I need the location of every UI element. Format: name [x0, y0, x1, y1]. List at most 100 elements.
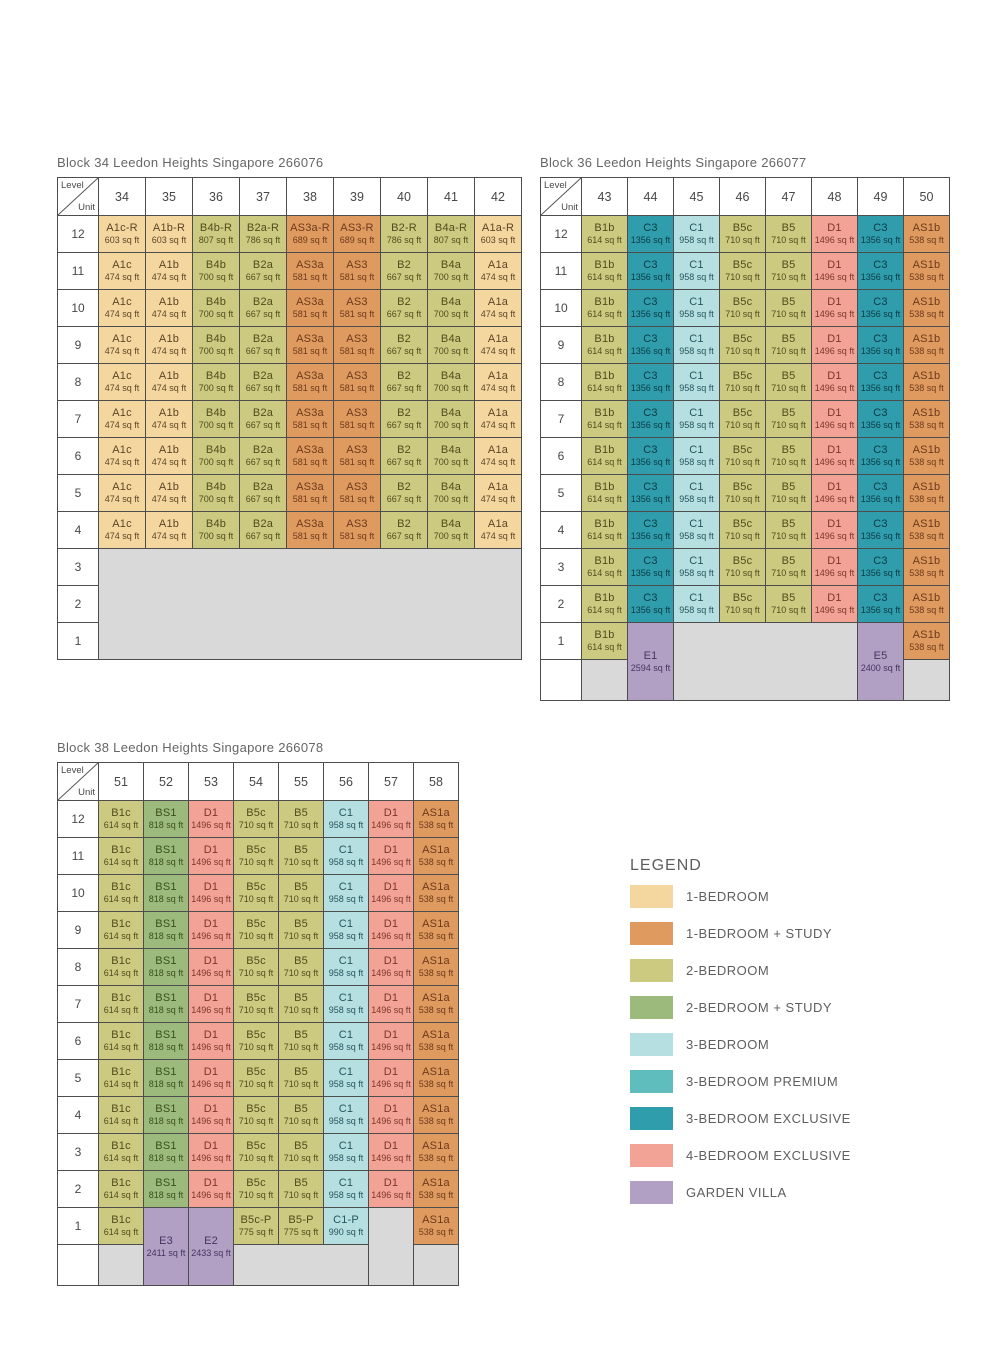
unit-type-label: C1 [689, 407, 704, 419]
unit-type-label: D1 [827, 370, 842, 382]
unit-number-cell: 42 [474, 177, 522, 216]
unit-cell: B4b 700 sq ft [192, 252, 240, 290]
unit-area-label: 667 sq ft [245, 531, 281, 541]
unit-area-label: 614 sq ft [587, 346, 622, 356]
unit-type-label: B1c [111, 881, 131, 893]
unit-area-label: 581 sq ft [292, 272, 328, 282]
unit-type-label: C1 [338, 844, 354, 856]
unit-area-label: 710 sq ft [725, 272, 760, 282]
unit-area-label: 958 sq ft [679, 494, 714, 504]
unit-area-label: 1496 sq ft [814, 457, 855, 467]
unit-type-label: E2 [204, 1234, 218, 1247]
unit-cell: B4b 700 sq ft [192, 400, 240, 438]
unit-cell: C3 1356 sq ft [627, 215, 674, 253]
unit-area-label: 710 sq ft [283, 1042, 319, 1052]
unit-area-label: 1496 sq ft [371, 1116, 411, 1126]
unit-number-cell: 41 [427, 177, 475, 216]
unit-area-label: 474 sq ft [151, 272, 187, 282]
unit-area-label: 538 sq ft [909, 420, 944, 430]
unit-cell: B5 710 sq ft [765, 252, 812, 290]
unit-type-label: D1 [383, 844, 399, 856]
unit-type-label: AS1a [422, 881, 450, 893]
unit-cell: B4a 700 sq ft [427, 511, 475, 549]
unit-type-label: B2a [252, 333, 274, 345]
unit-type-label: B4a [440, 296, 462, 308]
unit-area-label: 667 sq ft [386, 420, 422, 430]
unit-cell: AS1a 538 sq ft [413, 911, 459, 949]
unit-cell: B4b 700 sq ft [192, 289, 240, 327]
unit-number-cell: 34 [98, 177, 146, 216]
unit-cell: C1 958 sq ft [673, 326, 720, 364]
unit-area-label: 1496 sq ft [371, 1190, 411, 1200]
unit-type-label: B5c [732, 333, 753, 345]
unit-type-label: B1b [594, 259, 615, 271]
unit-type-label: B5 [294, 955, 308, 967]
unit-cell: B5c 710 sq ft [233, 800, 279, 838]
unit-area-label: 538 sq ft [909, 531, 944, 541]
unit-cell: C1 958 sq ft [323, 1170, 369, 1208]
unit-area-label: 614 sq ft [103, 931, 139, 941]
unit-cell: B1c 614 sq ft [98, 1022, 144, 1060]
unit-type-label: B4a [440, 444, 462, 456]
unit-cell: B1b 614 sq ft [581, 474, 628, 512]
unit-type-label: B5 [781, 481, 796, 493]
empty-cell [673, 622, 858, 701]
unit-area-label: 474 sq ft [104, 494, 140, 504]
unit-number-cell: 55 [278, 762, 324, 801]
unit-area-label: 614 sq ft [103, 1116, 139, 1126]
legend-items: 1-BEDROOM 1-BEDROOM + STUDY 2-BEDROOM 2-BED… [630, 885, 851, 1204]
unit-area-label: 807 sq ft [198, 235, 234, 245]
unit-area-label: 614 sq ft [103, 1042, 139, 1052]
unit-area-label: 818 sq ft [148, 820, 184, 830]
unit-type-label: C1 [689, 592, 704, 604]
unit-area-label: 700 sq ft [433, 383, 469, 393]
unit-type-label: C1 [338, 1066, 354, 1078]
unit-cell: C1 958 sq ft [673, 437, 720, 475]
unit-cell: A1b 474 sq ft [145, 252, 193, 290]
unit-type-label: AS3 [346, 518, 368, 530]
unit-area-label: 474 sq ft [104, 457, 140, 467]
unit-cell: B2 667 sq ft [380, 437, 428, 475]
empty-cell [413, 1244, 459, 1286]
unit-area-label: 958 sq ft [328, 931, 364, 941]
unit-cell: A1a 474 sq ft [474, 326, 522, 364]
unit-cell: AS1b 538 sq ft [903, 252, 950, 290]
legend-swatch-b1 [630, 885, 673, 908]
unit-number-cell: 53 [188, 762, 234, 801]
unit-cell: AS3a 581 sq ft [286, 252, 334, 290]
unit-type-label: AS1a [422, 1140, 450, 1152]
legend-item: 3-BEDROOM [630, 1033, 851, 1056]
unit-area-label: 667 sq ft [386, 383, 422, 393]
unit-area-label: 1496 sq ft [814, 346, 855, 356]
unit-cell: AS1a 538 sq ft [413, 1096, 459, 1134]
unit-cell: A1b 474 sq ft [145, 511, 193, 549]
unit-cell: A1b-R 603 sq ft [145, 215, 193, 253]
unit-type-label: C1 [689, 444, 704, 456]
unit-area-label: 614 sq ft [587, 568, 622, 578]
unit-area-label: 603 sq ft [104, 235, 140, 245]
unit-type-label: AS3 [346, 259, 368, 271]
unit-type-label: C1 [338, 955, 354, 967]
unit-cell: C3 1356 sq ft [857, 215, 904, 253]
unit-number-cell: 36 [192, 177, 240, 216]
unit-cell: B4b 700 sq ft [192, 511, 240, 549]
unit-type-label: C1 [689, 222, 704, 234]
unit-type-label: B1b [594, 555, 615, 567]
unit-cell: C3 1356 sq ft [627, 511, 674, 549]
unit-cell: B5 710 sq ft [278, 948, 324, 986]
unit-cell: BS1 818 sq ft [143, 911, 189, 949]
unit-area-label: 710 sq ft [238, 857, 274, 867]
unit-cell: A1c 474 sq ft [98, 400, 146, 438]
unit-area-label: 818 sq ft [148, 1005, 184, 1015]
table-row: 11 B1b 614 sq ft C3 1356 sq ft C1 958 sq ft B5c… [540, 252, 950, 290]
level-cell: 12 [540, 215, 582, 253]
unit-area-label: 1496 sq ft [191, 1116, 231, 1126]
unit-cell: D1 1496 sq ft [811, 437, 858, 475]
unit-cell: A1b 474 sq ft [145, 474, 193, 512]
unit-area-label: 700 sq ft [433, 309, 469, 319]
unit-area-label: 1356 sq ft [860, 531, 901, 541]
unit-cell: B2 667 sq ft [380, 511, 428, 549]
unit-cell: C1 958 sq ft [673, 585, 720, 623]
unit-type-label: B2a [252, 370, 274, 382]
level-cell [57, 1244, 99, 1286]
